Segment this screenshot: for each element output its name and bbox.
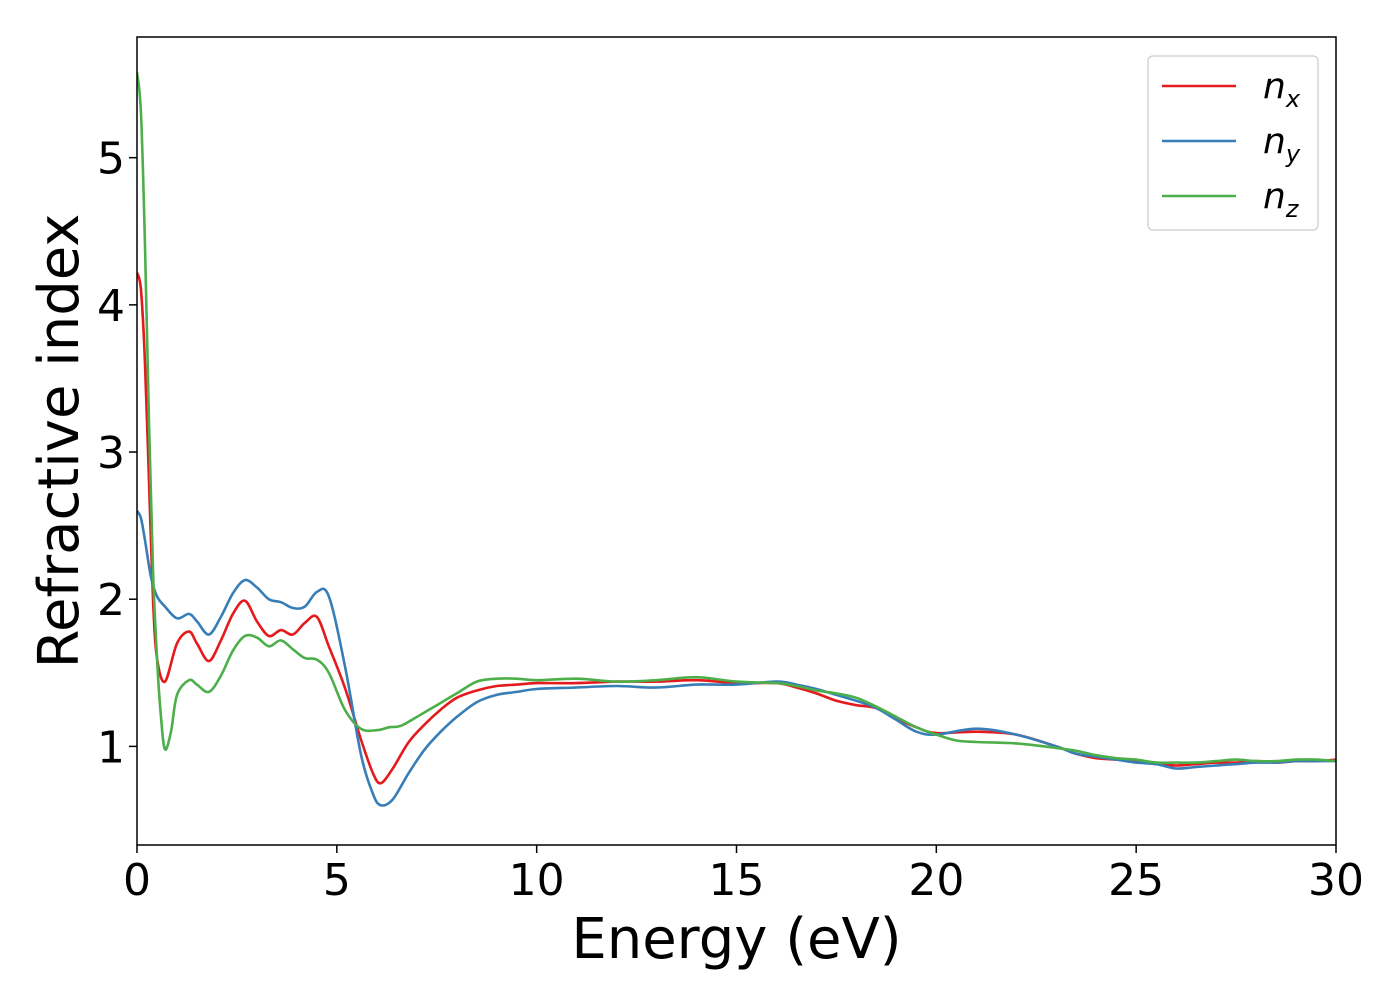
- y-tick-label: 5: [97, 134, 125, 185]
- legend-label-z: nz: [1263, 176, 1300, 223]
- y-axis-title: Refractive index: [27, 214, 92, 669]
- series-layer: [137, 72, 1336, 807]
- y-tick-label: 1: [97, 722, 125, 773]
- series-line-y: [137, 510, 1336, 807]
- x-axis-ticks: 0 5 10 15 20 25 30: [123, 845, 1364, 906]
- series-line-z: [137, 72, 1336, 765]
- y-tick-label: 4: [97, 281, 125, 332]
- y-tick-label: 3: [97, 428, 125, 479]
- series-line-x: [137, 272, 1336, 785]
- y-axis-ticks: 1 2 3 4 5: [97, 134, 137, 773]
- y-tick-label: 2: [97, 575, 125, 626]
- legend: nx ny nz: [1147, 55, 1319, 231]
- x-tick-label: 0: [123, 855, 151, 906]
- x-axis-title: Energy (eV): [571, 907, 901, 972]
- legend-label-x: nx: [1263, 66, 1301, 113]
- x-tick-label: 5: [323, 855, 351, 906]
- x-tick-label: 15: [709, 855, 765, 906]
- legend-box: [1147, 55, 1319, 231]
- x-tick-label: 30: [1308, 855, 1364, 906]
- x-tick-label: 25: [1108, 855, 1164, 906]
- x-tick-label: 20: [908, 855, 964, 906]
- legend-label-y: ny: [1263, 121, 1301, 168]
- x-tick-label: 10: [509, 855, 565, 906]
